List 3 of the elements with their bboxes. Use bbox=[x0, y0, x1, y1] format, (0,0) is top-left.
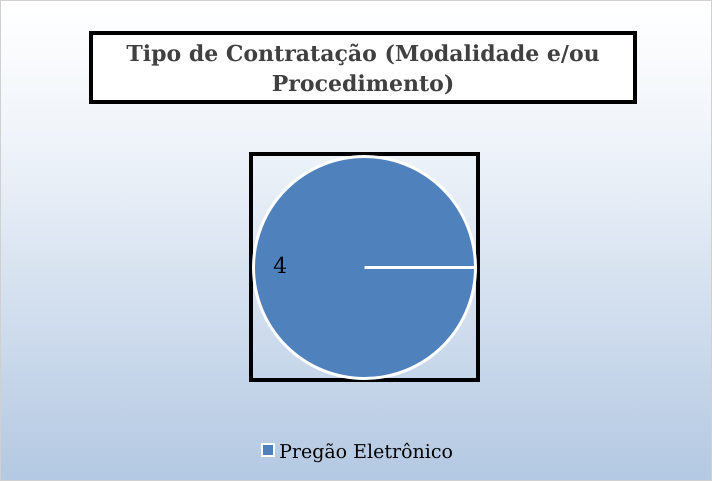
legend-label: Pregão Eletrônico bbox=[278, 441, 453, 463]
chart-title: Tipo de Contratação (Modalidade e/ou Procedimento) bbox=[89, 31, 637, 104]
data-label: 4 bbox=[273, 254, 288, 280]
